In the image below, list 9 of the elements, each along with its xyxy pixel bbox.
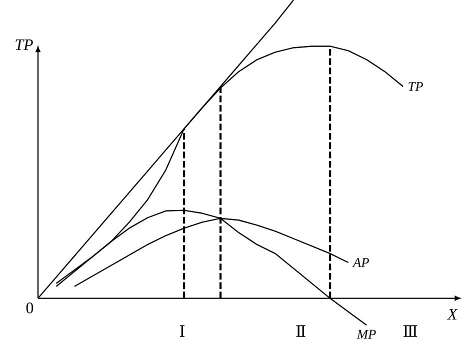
series-label: TP [408, 82, 423, 91]
annotation: 0 [26, 302, 34, 314]
series-label: AP [352, 258, 369, 267]
text: Ⅲ [404, 325, 418, 337]
x-axis-title: X [446, 308, 458, 320]
text: Ⅰ [180, 325, 184, 337]
y-axis-title: TP [16, 39, 33, 50]
series-label: MP [356, 330, 376, 339]
text: Ⅱ [296, 325, 306, 337]
